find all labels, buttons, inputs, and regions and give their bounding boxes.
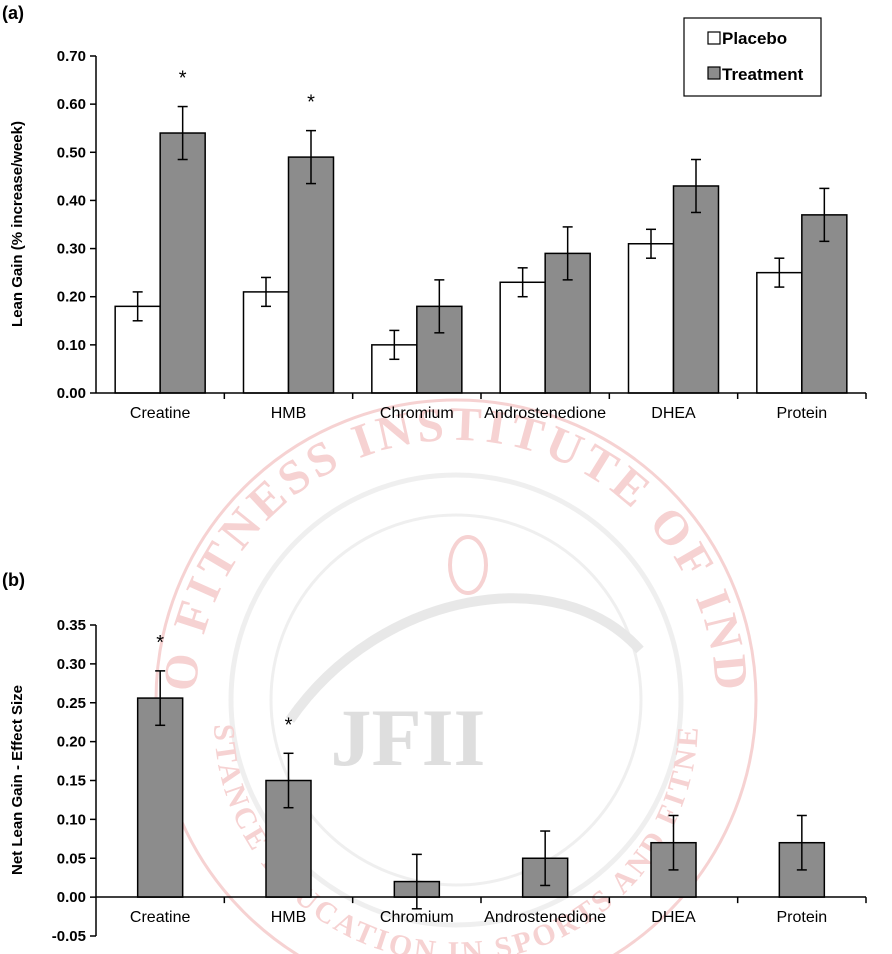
pa-bar-dhea-placebo (627, 243, 675, 394)
pa-bar-protein-placebo (756, 271, 803, 394)
pa-x-tick-label: Androstenedione (484, 405, 606, 422)
pb-y-tick-label: 0.30 (57, 656, 86, 673)
panel-a-significance-markers: ** (179, 68, 315, 114)
panel-a-legend: Placebo Treatment (683, 17, 822, 97)
pa-x-tick-label: DHEA (651, 405, 696, 422)
pb-y-tick-label: 0.15 (57, 773, 86, 790)
pb-bar-creatine (136, 697, 184, 898)
legend-swatch-placebo (707, 31, 721, 45)
legend-swatch-treatment (707, 66, 721, 80)
pa-y-tick-label: 0.20 (57, 289, 86, 306)
panel-a-x-ticks: Creatine HMB Chromium Androstenedione DHEA Pr… (130, 393, 867, 422)
legend-box (683, 17, 822, 97)
panel-b-y-axis-title: Net Lean Gain - Effect Size (9, 685, 26, 875)
watermark-figure-swoosh-icon (285, 593, 644, 723)
pb-y-tick-label: 0.25 (57, 695, 86, 712)
watermark-monogram: JFII (331, 692, 486, 783)
pb-x-tick-label: Chromium (380, 909, 454, 926)
panel-a-y-axis-title: Lean Gain (% increase/week) (9, 121, 26, 327)
pa-y-tick-label: 0.70 (57, 48, 86, 65)
chart-panel-b: (b) -0.05 0.00 0.05 0.10 0.15 0.20 0.25 0.30 0.3… (2, 570, 867, 945)
panel-b-error-bars (155, 670, 807, 910)
pb-y-tick-label: 0.00 (57, 889, 86, 906)
panel-b-y-ticks: -0.05 0.00 0.05 0.10 0.15 0.20 0.25 0.30 0.35 (52, 617, 96, 945)
pa-x-tick-label: Creatine (130, 405, 191, 422)
pa-y-tick-label: 0.10 (57, 337, 86, 354)
watermark-figure-head-icon (448, 535, 488, 595)
panel-a-y-ticks: 0.00 0.10 0.20 0.30 0.40 0.50 0.60 0.70 (57, 48, 96, 402)
panel-b-x-ticks: Creatine HMB Chromium Androstenedione DHEA Pr… (130, 897, 867, 926)
pa-x-tick-label: HMB (271, 405, 307, 422)
pa-bar-hmb-placebo (242, 291, 290, 394)
legend-label-treatment: Treatment (722, 65, 804, 84)
panel-a-bars (114, 132, 848, 394)
pb-x-tick-label: Protein (776, 909, 827, 926)
pa-bar-androstenedione-placebo (499, 281, 546, 394)
pa-x-tick-label: Chromium (380, 405, 454, 422)
panel-b-significance-markers: ** (156, 632, 292, 736)
pa-y-tick-label: 0.50 (57, 144, 86, 161)
pb-x-tick-label: Creatine (130, 909, 191, 926)
pb-significance-star: * (156, 632, 164, 654)
pb-y-tick-label: 0.05 (57, 850, 86, 867)
pa-y-tick-label: 0.60 (57, 96, 86, 113)
pb-y-tick-label: 0.20 (57, 734, 86, 751)
pa-y-tick-label: 0.00 (57, 385, 86, 402)
chart-panel-a: (a) 0.000.100.200.300.400.500.600.70 ** … (2, 3, 867, 422)
pb-y-tick-label: -0.05 (52, 928, 86, 945)
pa-bar-creatine-treatment (159, 132, 206, 394)
watermark-middle-ring (228, 472, 684, 928)
pa-x-tick-label: Protein (776, 405, 827, 422)
pa-significance-star: * (307, 92, 315, 114)
pb-x-tick-label: Androstenedione (484, 909, 606, 926)
legend-label-placebo: Placebo (722, 29, 787, 48)
watermark-inner-ring (269, 513, 643, 887)
pa-bar-hmb-treatment (287, 156, 335, 394)
panel-a-letter: (a) (2, 3, 24, 23)
pa-y-tick-label: 0.30 (57, 241, 86, 258)
pa-significance-star: * (179, 68, 187, 90)
pb-y-tick-label: 0.10 (57, 811, 86, 828)
pa-bar-dhea-treatment (672, 185, 720, 394)
pb-significance-star: * (285, 714, 293, 736)
pb-x-tick-label: HMB (271, 909, 307, 926)
watermark-seal: JLO FITNESS INSTITUTE OF INDIA DISTANCE … (0, 0, 758, 954)
panel-b-letter: (b) (2, 570, 25, 590)
pb-y-tick-label: 0.35 (57, 617, 86, 634)
panel-a-error-bars (132, 105, 830, 361)
pb-x-tick-label: DHEA (651, 909, 696, 926)
pa-y-tick-label: 0.40 (57, 192, 86, 209)
